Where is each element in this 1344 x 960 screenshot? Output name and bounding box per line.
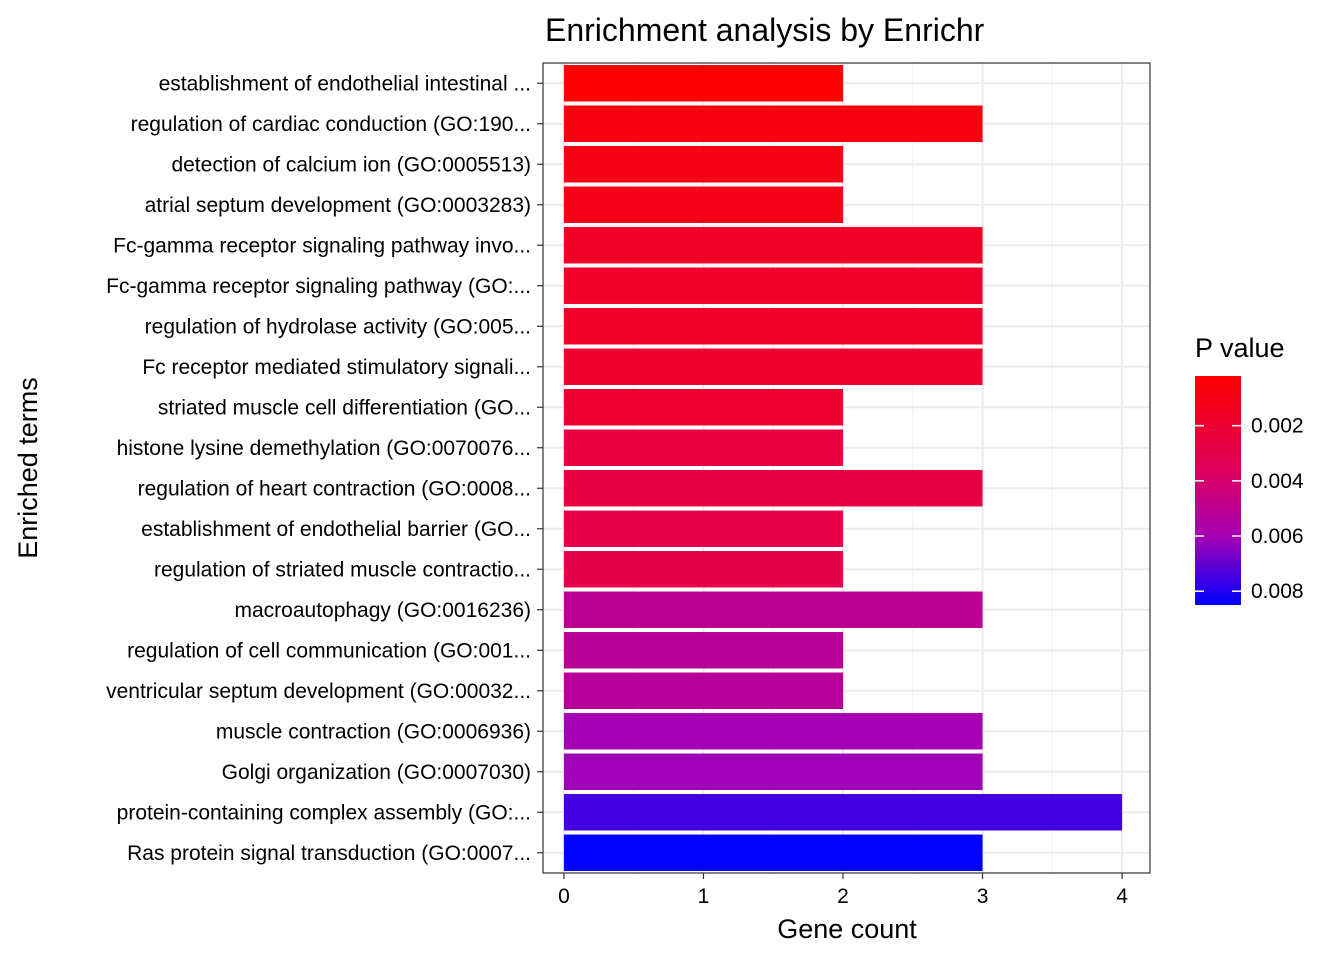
y-tick-label: Fc-gamma receptor signaling pathway (GO:… xyxy=(106,275,531,298)
y-tick-label: regulation of cell communication (GO:001… xyxy=(127,639,531,662)
chart-title: Enrichment analysis by Enrichr xyxy=(545,12,985,48)
bar-11 xyxy=(563,470,983,507)
y-axis-title: Enriched terms xyxy=(13,377,43,559)
bar-4 xyxy=(563,186,844,223)
x-tick-label: 2 xyxy=(837,885,849,908)
y-tick-label: regulation of hydrolase activity (GO:005… xyxy=(145,315,531,338)
legend-tick-label: 0.008 xyxy=(1251,580,1304,603)
bar-7 xyxy=(563,308,983,345)
bar-3 xyxy=(563,146,844,183)
x-tick-label: 3 xyxy=(977,885,989,908)
y-tick-label: Fc-gamma receptor signaling pathway invo… xyxy=(113,234,531,257)
y-tick-label: histone lysine demethylation (GO:0070076… xyxy=(117,437,531,460)
bars xyxy=(563,65,1123,871)
x-tick-labels: 0 1 2 3 4 xyxy=(558,873,1128,908)
y-tick-label: Fc receptor mediated stimulatory signali… xyxy=(142,356,531,379)
bar-8 xyxy=(563,348,983,385)
bar-1 xyxy=(563,65,844,102)
y-tick-label: Golgi organization (GO:0007030) xyxy=(222,761,531,784)
y-tick-label: regulation of heart contraction (GO:0008… xyxy=(138,477,531,500)
legend-colorbar xyxy=(1195,376,1241,605)
y-tick-label: establishment of endothelial intestinal … xyxy=(159,72,531,95)
bar-13 xyxy=(563,551,844,588)
y-tick-label: muscle contraction (GO:0006936) xyxy=(216,720,531,743)
legend-tick-label: 0.002 xyxy=(1251,415,1304,438)
bar-19 xyxy=(563,794,1123,831)
y-tick-label: establishment of endothelial barrier (GO… xyxy=(141,518,531,541)
bar-12 xyxy=(563,510,844,547)
x-tick-label: 0 xyxy=(558,885,570,908)
bar-18 xyxy=(563,753,983,790)
y-tick-label: regulation of cardiac conduction (GO:190… xyxy=(131,113,531,136)
y-tick-label: Ras protein signal transduction (GO:0007… xyxy=(127,842,531,865)
legend: P value 0.002 0.004 0.006 0.008 xyxy=(1195,333,1304,605)
bar-10 xyxy=(563,429,844,466)
legend-tick-label: 0.006 xyxy=(1251,525,1304,548)
bar-14 xyxy=(563,591,983,628)
y-tick-label: macroautophagy (GO:0016236) xyxy=(234,599,531,622)
bar-15 xyxy=(563,632,844,669)
bar-6 xyxy=(563,267,983,304)
y-tick-label: striated muscle cell differentiation (GO… xyxy=(158,396,531,419)
legend-ticks: 0.002 0.004 0.006 0.008 xyxy=(1195,415,1304,603)
bar-17 xyxy=(563,713,983,750)
bar-9 xyxy=(563,389,844,426)
y-tick-label: ventricular septum development (GO:00032… xyxy=(106,680,531,703)
bar-5 xyxy=(563,227,983,264)
y-tick-label: regulation of striated muscle contractio… xyxy=(154,558,531,581)
legend-tick-label: 0.004 xyxy=(1251,470,1304,493)
y-tick-labels: establishment of endothelial intestinal … xyxy=(106,72,543,865)
y-tick-label: protein-containing complex assembly (GO:… xyxy=(117,801,531,824)
x-axis-title: Gene count xyxy=(777,914,917,944)
bar-20 xyxy=(563,834,983,871)
bar-2 xyxy=(563,105,983,142)
x-tick-label: 4 xyxy=(1116,885,1128,908)
plot-border xyxy=(542,62,1151,874)
x-tick-label: 1 xyxy=(698,885,710,908)
y-tick-label: detection of calcium ion (GO:0005513) xyxy=(171,153,531,176)
legend-title: P value xyxy=(1195,333,1285,363)
bar-16 xyxy=(563,672,844,709)
y-tick-label: atrial septum development (GO:0003283) xyxy=(145,194,531,217)
